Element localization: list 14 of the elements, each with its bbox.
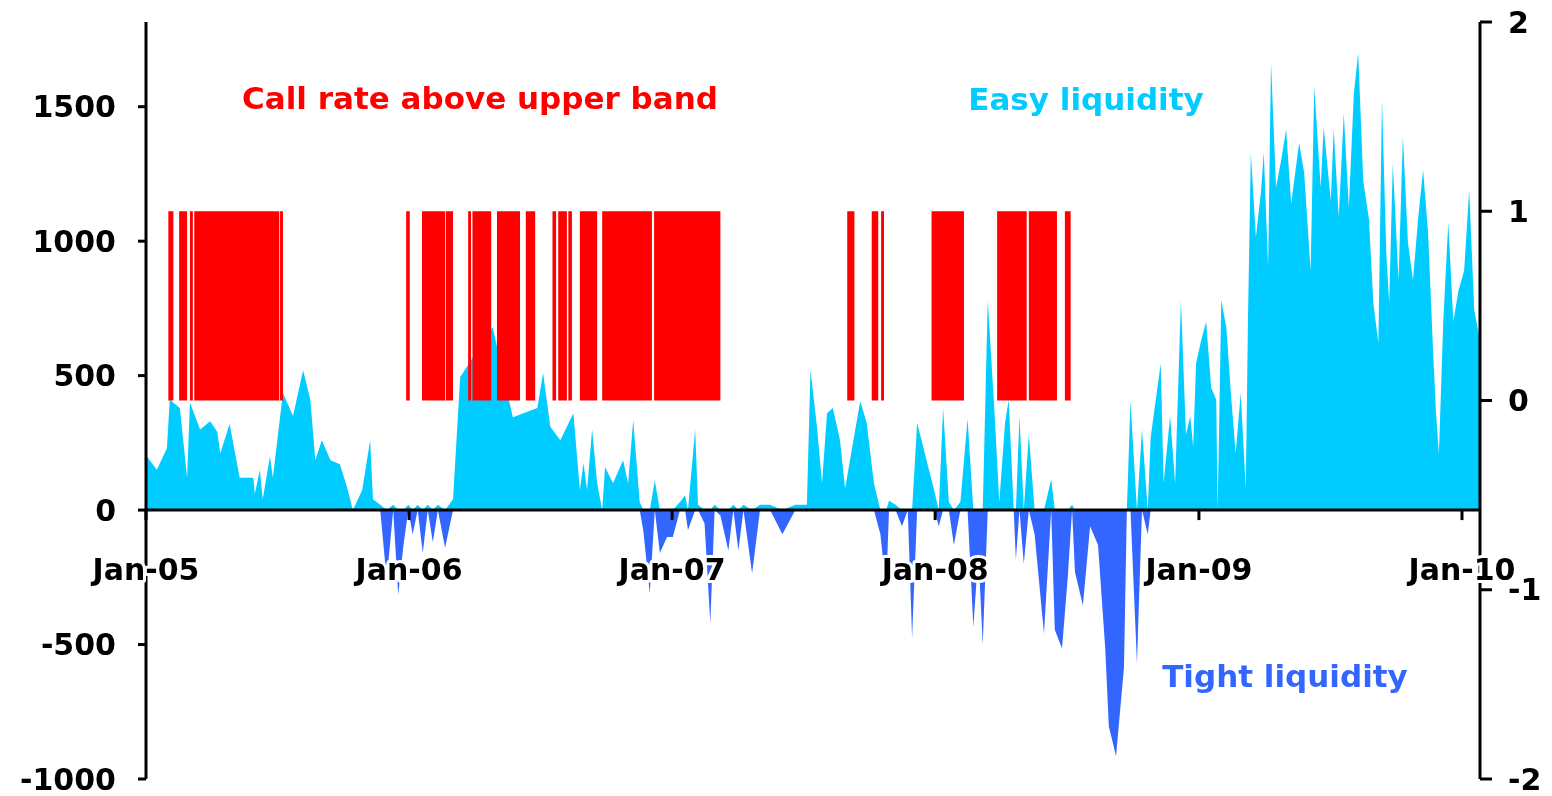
y-tick-label: 0: [95, 492, 116, 528]
text: Call rate above upper band: [242, 80, 718, 116]
x-tick-label: Jan-09: [1143, 552, 1253, 588]
y-tick-label: 500: [53, 358, 116, 394]
y-tick-label: -500: [40, 627, 116, 663]
series-label: Easy liquidity: [968, 81, 1204, 117]
y-tick-label: 1500: [32, 89, 116, 125]
y2-tick-label: 0: [1508, 383, 1529, 418]
y2-tick-label: -2: [1508, 761, 1542, 796]
y2-tick-label: 1: [1508, 193, 1529, 229]
series-label: Tight liquidity: [1162, 658, 1408, 694]
y-tick-label: -1000: [20, 761, 116, 796]
y-tick-label: 1000: [32, 223, 116, 259]
y2-tick-label: 2: [1508, 4, 1529, 40]
